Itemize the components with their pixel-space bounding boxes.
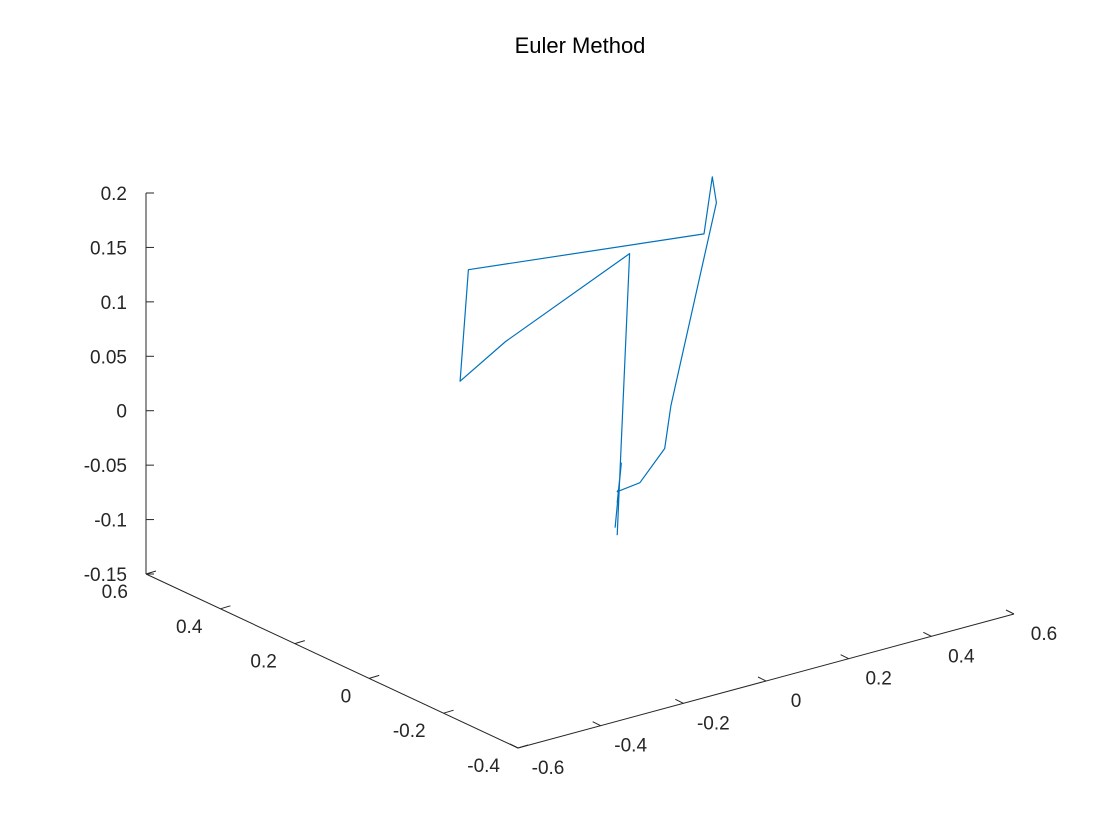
y-tick-label: 0.6 (102, 582, 128, 603)
z-tick-label: 0.1 (101, 293, 127, 314)
z-tick-label: 0 (116, 402, 127, 423)
y-tick-mark (517, 744, 529, 749)
x-tick-mark (1005, 609, 1015, 615)
series-line (459, 176, 718, 536)
y-tick-label: 0 (341, 686, 352, 707)
y-tick-label: -0.4 (467, 756, 500, 777)
z-tick-label: 0.15 (90, 238, 127, 259)
y-tick-mark (443, 709, 454, 714)
y-axis-line (145, 573, 519, 749)
z-tick-label: 0.2 (101, 184, 127, 205)
series (459, 176, 718, 536)
x-tick-label: -0.4 (614, 736, 647, 757)
y-tick-label: 0.4 (176, 617, 203, 638)
z-tick-label: -0.05 (84, 456, 127, 477)
x-tick-label: -0.2 (697, 713, 730, 734)
z-tick-label: 0.05 (90, 347, 127, 368)
x-tick-label: 0.6 (1031, 624, 1057, 645)
chart-title: Euler Method (515, 33, 646, 58)
y-tick-mark (294, 640, 305, 645)
x-tick-mark (840, 654, 849, 660)
x-tick-mark (757, 676, 767, 682)
y-tick-mark (220, 605, 231, 610)
y-tick-mark (145, 570, 157, 575)
x-tick-label: 0.4 (948, 646, 975, 667)
x-tick-label: 0.2 (865, 669, 891, 690)
x-tick-mark (592, 721, 601, 727)
x-tick-label: -0.6 (532, 758, 565, 779)
x-tick-mark (923, 631, 932, 637)
y-tick-mark (369, 674, 380, 679)
x-tick-label: 0 (791, 691, 802, 712)
y-tick-label: -0.2 (393, 721, 426, 742)
z-tick-label: -0.15 (84, 565, 127, 586)
z-tick-label: -0.1 (94, 511, 127, 532)
ticks: -0.15 -0.1 -0.05 0 0.05 0.1 0.15 0.2 -0.4 -0.2 0 0.… (84, 184, 1058, 779)
x-tick-mark (509, 743, 519, 749)
y-tick-label: 0.2 (250, 652, 276, 673)
x-tick-mark (675, 698, 684, 704)
